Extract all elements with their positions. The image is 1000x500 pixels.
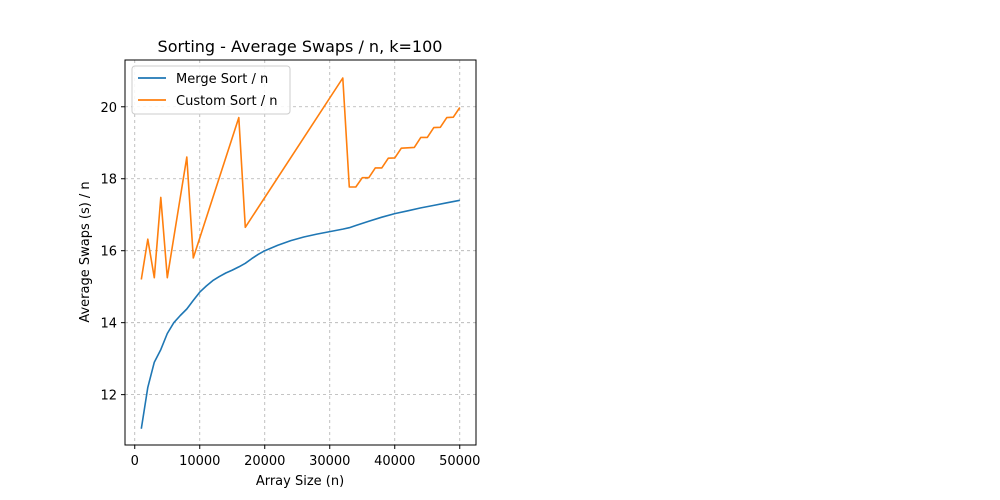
y-tick-label: 12 (100, 389, 117, 404)
x-tick-label: 50000 (439, 454, 480, 469)
legend-label: Merge Sort / n (176, 72, 268, 87)
y-tick-label: 18 (100, 173, 117, 188)
series-line-custom-sort (140, 77, 461, 280)
grid-layer (125, 60, 476, 445)
x-tick-label: 10000 (179, 454, 220, 469)
legend: Merge Sort / n Custom Sort / n (131, 65, 291, 115)
x-tick-label: 30000 (309, 454, 350, 469)
series-layer (140, 77, 461, 429)
series-line-merge-sort (140, 199, 460, 429)
ticks-layer: 0 10000 20000 30000 40000 50000 12 14 16 18 20 (100, 101, 480, 469)
x-axis-label: Array Size (n) (256, 474, 344, 489)
x-tick-label: 0 (131, 454, 139, 469)
x-tick-label: 20000 (244, 454, 285, 469)
y-tick-label: 20 (100, 101, 117, 116)
legend-label: Custom Sort / n (176, 94, 277, 109)
y-tick-label: 14 (100, 317, 117, 332)
plot-frame (124, 59, 477, 446)
chart-title: Sorting - Average Swaps / n, k=100 (158, 37, 443, 56)
y-axis-label: Average Swaps (s) / n (78, 181, 93, 322)
legend-box (131, 65, 291, 115)
y-tick-label: 16 (100, 245, 117, 260)
axes-layer (124, 59, 477, 446)
x-tick-label: 40000 (374, 454, 415, 469)
